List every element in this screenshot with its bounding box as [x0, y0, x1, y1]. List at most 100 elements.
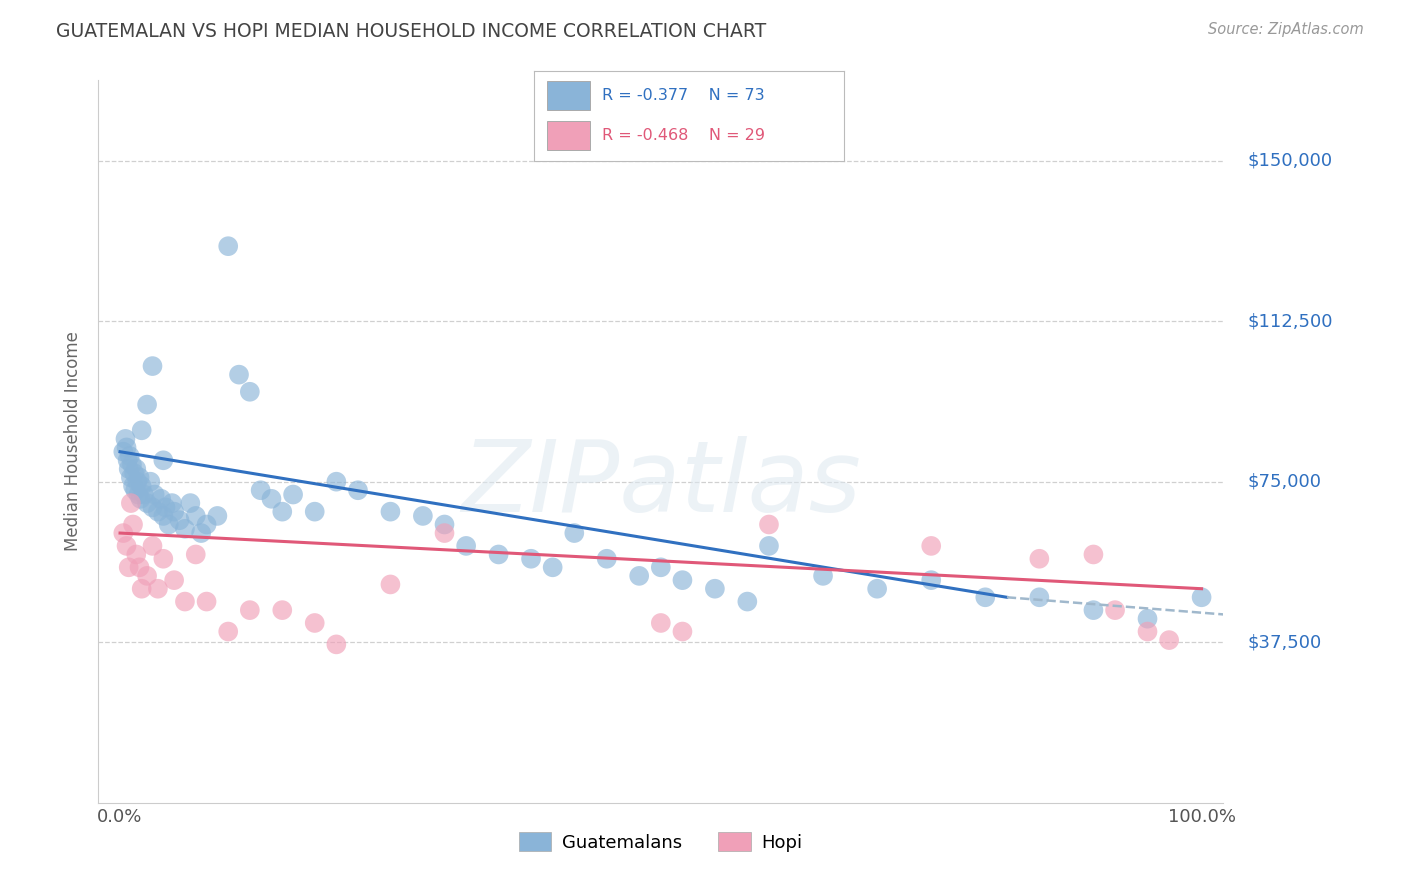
Point: [758, 517, 780, 532]
Point: [433, 526, 456, 541]
Point: [456, 539, 478, 553]
Point: [121, 458, 143, 472]
Point: [152, 508, 174, 523]
Point: [347, 483, 370, 498]
Point: [304, 615, 326, 630]
Text: $75,000: $75,000: [1249, 473, 1322, 491]
Text: Source: ZipAtlas.com: Source: ZipAtlas.com: [1208, 22, 1364, 37]
Point: [190, 526, 212, 541]
Point: [112, 444, 135, 458]
Point: [650, 560, 672, 574]
Point: [174, 594, 197, 608]
Point: [115, 441, 138, 455]
Point: [1083, 548, 1105, 562]
Point: [136, 496, 159, 510]
Point: [118, 560, 141, 574]
Point: [146, 582, 169, 596]
Point: [281, 487, 304, 501]
Bar: [547, 81, 591, 110]
Point: [304, 505, 326, 519]
Point: [115, 539, 138, 553]
Point: [249, 483, 271, 498]
Point: [179, 496, 201, 510]
Point: [207, 508, 229, 523]
Point: [1136, 612, 1159, 626]
Point: [127, 475, 149, 489]
Point: [541, 560, 564, 574]
Text: R = -0.377    N = 73: R = -0.377 N = 73: [602, 88, 765, 103]
Point: [141, 359, 163, 373]
Point: [974, 591, 997, 605]
Point: [380, 577, 402, 591]
Point: [217, 624, 239, 639]
Point: [520, 551, 543, 566]
Point: [117, 453, 139, 467]
Point: [160, 496, 183, 510]
Point: [920, 539, 942, 553]
Point: [703, 582, 725, 596]
Point: [139, 475, 162, 489]
Point: [131, 479, 153, 493]
Point: [217, 239, 239, 253]
Point: [136, 398, 159, 412]
Point: [866, 582, 889, 596]
Point: [1159, 633, 1181, 648]
Text: $37,500: $37,500: [1249, 633, 1322, 651]
Point: [671, 624, 693, 639]
Point: [260, 491, 283, 506]
Point: [184, 508, 207, 523]
Text: ZIPatlas: ZIPatlas: [461, 436, 860, 533]
Point: [152, 453, 174, 467]
Point: [195, 517, 218, 532]
Point: [412, 508, 434, 523]
Point: [163, 573, 186, 587]
Point: [155, 500, 177, 515]
Point: [152, 551, 174, 566]
Y-axis label: Median Household Income: Median Household Income: [65, 332, 83, 551]
Text: R = -0.468    N = 29: R = -0.468 N = 29: [602, 128, 765, 143]
Point: [118, 462, 141, 476]
Point: [1104, 603, 1126, 617]
Point: [143, 487, 166, 501]
Point: [380, 505, 402, 519]
Point: [1028, 551, 1050, 566]
Point: [174, 522, 197, 536]
Point: [1191, 591, 1213, 605]
Point: [124, 483, 146, 498]
Point: [122, 466, 145, 480]
Point: [146, 505, 169, 519]
Point: [125, 462, 148, 476]
Text: GUATEMALAN VS HOPI MEDIAN HOUSEHOLD INCOME CORRELATION CHART: GUATEMALAN VS HOPI MEDIAN HOUSEHOLD INCO…: [56, 22, 766, 41]
Point: [271, 603, 294, 617]
Text: $112,500: $112,500: [1249, 312, 1333, 330]
Point: [132, 487, 155, 501]
Point: [1028, 591, 1050, 605]
Legend: Guatemalans, Hopi: Guatemalans, Hopi: [512, 825, 810, 859]
Text: $150,000: $150,000: [1249, 152, 1333, 169]
Point: [157, 517, 180, 532]
Point: [127, 487, 149, 501]
Point: [433, 517, 456, 532]
Point: [131, 582, 153, 596]
Point: [131, 423, 153, 437]
Point: [118, 449, 141, 463]
Point: [488, 548, 510, 562]
Point: [141, 500, 163, 515]
Point: [184, 548, 207, 562]
Point: [271, 505, 294, 519]
Point: [758, 539, 780, 553]
Point: [195, 594, 218, 608]
Point: [122, 479, 145, 493]
Point: [239, 603, 262, 617]
Point: [120, 496, 142, 510]
Point: [628, 569, 651, 583]
Point: [128, 470, 150, 484]
Point: [112, 526, 135, 541]
Point: [596, 551, 619, 566]
Point: [325, 475, 347, 489]
Point: [169, 513, 191, 527]
Point: [737, 594, 759, 608]
Point: [671, 573, 693, 587]
Point: [920, 573, 942, 587]
Point: [1083, 603, 1105, 617]
